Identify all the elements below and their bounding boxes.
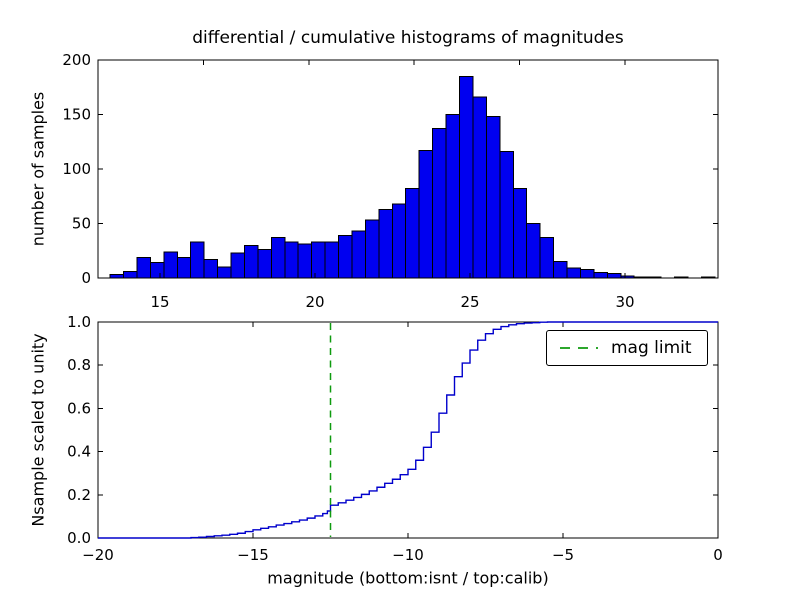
histogram-bar [405, 188, 420, 279]
histogram-bar [553, 261, 568, 279]
histogram-bar [445, 114, 460, 279]
tick-label: 15 [150, 293, 169, 311]
histogram-bar [230, 252, 245, 279]
histogram-bar [190, 241, 205, 279]
histogram-bar [243, 244, 259, 279]
histogram-bar [149, 262, 165, 279]
legend: mag limit [546, 330, 708, 366]
tick-label: 0.4 [67, 443, 91, 461]
tick-label: 0 [81, 269, 91, 287]
histogram-bar [472, 96, 487, 279]
histogram-bar [203, 258, 219, 279]
histogram-bar [647, 276, 662, 279]
tick-label: −15 [237, 546, 269, 564]
tick-label: 150 [62, 106, 91, 124]
histogram-bar [418, 149, 434, 279]
histogram-bar [391, 203, 407, 279]
histogram-bar [378, 208, 393, 279]
histogram-bars [109, 75, 716, 279]
histogram-bar [324, 241, 340, 279]
tick-label: −5 [552, 546, 574, 564]
histogram-bar [499, 151, 514, 279]
histogram-bar [311, 241, 326, 279]
tick-label: −20 [82, 546, 114, 564]
histogram-bar [458, 75, 474, 279]
histogram-bar [297, 243, 313, 279]
histogram-bar [284, 241, 299, 279]
tick-label: 0.2 [67, 486, 91, 504]
tick-label: 0.6 [67, 399, 91, 417]
figure-title: differential / cumulative histograms of … [192, 28, 624, 48]
histogram-bar [432, 128, 447, 279]
x-axis-label: magnitude (bottom:isnt / top:calib) [267, 568, 549, 588]
histogram-bar [579, 268, 595, 279]
histogram-bar [123, 270, 138, 279]
tick-label: 0.0 [67, 529, 91, 547]
histogram-bar [364, 219, 380, 279]
histogram-bar [539, 237, 555, 279]
histogram-bar [217, 266, 232, 279]
histogram-bar [270, 237, 286, 279]
tick-label: 50 [72, 215, 91, 233]
cumulative-curve [98, 321, 718, 539]
tick-label: 30 [615, 293, 634, 311]
histogram-bar [674, 276, 689, 279]
tick-label: 25 [460, 293, 479, 311]
histogram-bar [136, 256, 151, 279]
histogram-bar [176, 256, 192, 279]
histogram-bar [566, 267, 581, 279]
histogram-bar [257, 249, 272, 279]
tick-label: 0 [713, 546, 723, 564]
histogram-bar [700, 276, 716, 279]
tick-label: 1.0 [67, 313, 91, 331]
histogram-bar [620, 275, 635, 279]
tick-label: 20 [305, 293, 324, 311]
histogram-bar [593, 272, 608, 279]
legend-label: mag limit [611, 338, 692, 358]
histogram-bar [526, 223, 541, 279]
histogram-bar [163, 251, 178, 279]
histogram-bar [109, 274, 125, 279]
tick-label: 0.8 [67, 356, 91, 374]
mag-limit-dash-sample [560, 347, 598, 349]
tick-label: 200 [62, 51, 91, 69]
histogram-bar [485, 116, 501, 279]
histogram-bar [606, 273, 622, 279]
histogram-bar [338, 234, 353, 279]
histogram-bar [633, 276, 649, 279]
tick-label: 100 [62, 160, 91, 178]
tick-label: −10 [392, 546, 424, 564]
histogram-bar [512, 188, 528, 279]
histogram-bar [351, 230, 366, 279]
